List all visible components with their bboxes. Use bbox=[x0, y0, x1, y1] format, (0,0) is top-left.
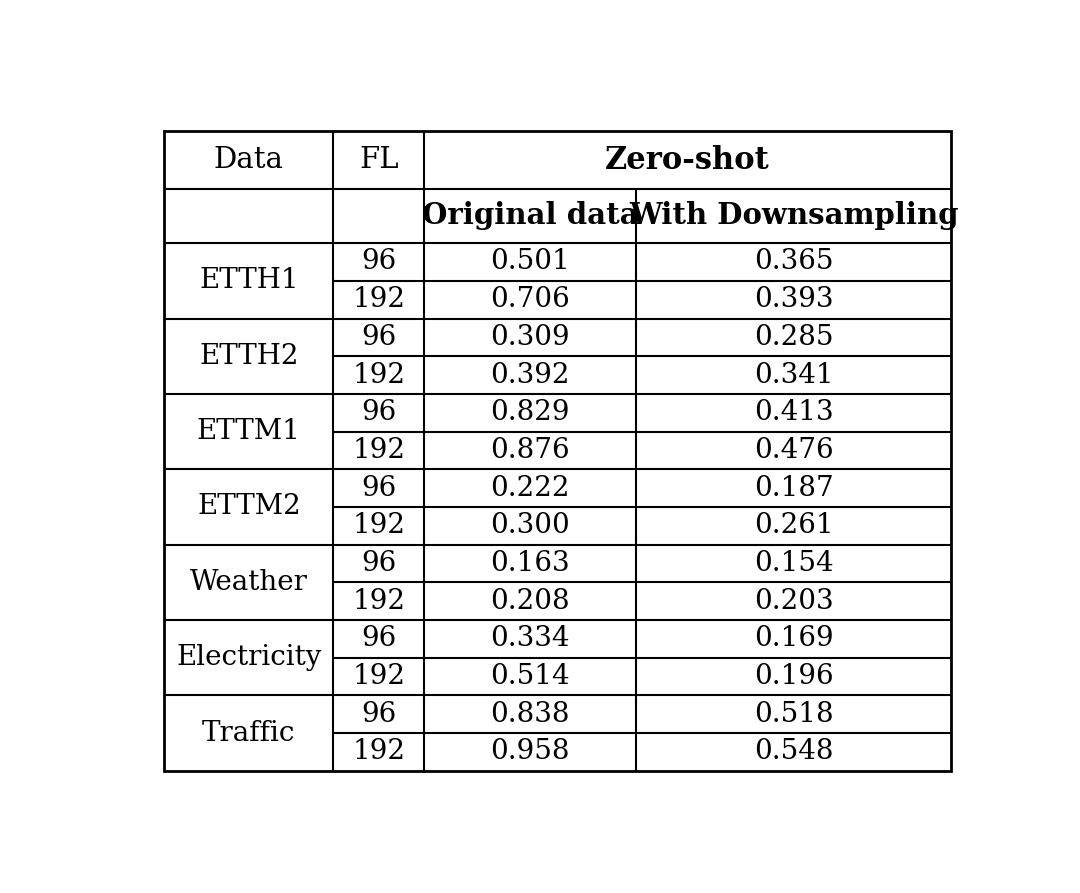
Text: 0.706: 0.706 bbox=[490, 286, 570, 313]
Text: 96: 96 bbox=[361, 474, 396, 502]
Text: 0.309: 0.309 bbox=[490, 324, 570, 351]
Text: Electricity: Electricity bbox=[176, 644, 322, 672]
Text: 0.187: 0.187 bbox=[754, 474, 834, 502]
Text: 96: 96 bbox=[361, 625, 396, 652]
Text: 0.365: 0.365 bbox=[754, 248, 834, 275]
Text: 0.518: 0.518 bbox=[754, 701, 834, 728]
Text: 0.392: 0.392 bbox=[490, 362, 570, 388]
Text: 0.548: 0.548 bbox=[754, 739, 834, 765]
Text: 0.514: 0.514 bbox=[490, 663, 570, 690]
Text: 0.393: 0.393 bbox=[754, 286, 834, 313]
Text: 96: 96 bbox=[361, 550, 396, 577]
Text: 0.285: 0.285 bbox=[754, 324, 834, 351]
Text: ETTM2: ETTM2 bbox=[197, 494, 300, 521]
Text: 0.838: 0.838 bbox=[490, 701, 570, 728]
Text: 0.163: 0.163 bbox=[490, 550, 570, 577]
Text: 0.169: 0.169 bbox=[754, 625, 834, 652]
Text: 192: 192 bbox=[352, 362, 405, 388]
Text: Weather: Weather bbox=[190, 569, 308, 596]
Text: 0.208: 0.208 bbox=[490, 588, 570, 614]
Text: ETTH1: ETTH1 bbox=[199, 267, 299, 295]
Text: 192: 192 bbox=[352, 739, 405, 765]
Text: 96: 96 bbox=[361, 248, 396, 275]
Text: 0.154: 0.154 bbox=[754, 550, 834, 577]
Text: 0.196: 0.196 bbox=[754, 663, 834, 690]
Text: 0.958: 0.958 bbox=[490, 739, 570, 765]
Text: 0.413: 0.413 bbox=[754, 399, 834, 426]
Text: 0.300: 0.300 bbox=[490, 513, 570, 539]
Text: 0.222: 0.222 bbox=[490, 474, 570, 502]
Text: 0.829: 0.829 bbox=[490, 399, 570, 426]
Text: 0.876: 0.876 bbox=[490, 437, 570, 463]
Text: 0.261: 0.261 bbox=[754, 513, 834, 539]
Text: 192: 192 bbox=[352, 286, 405, 313]
Text: 96: 96 bbox=[361, 399, 396, 426]
Text: 192: 192 bbox=[352, 588, 405, 614]
Text: 0.341: 0.341 bbox=[754, 362, 834, 388]
Text: 192: 192 bbox=[352, 663, 405, 690]
Text: Original data: Original data bbox=[422, 202, 638, 230]
Text: 0.203: 0.203 bbox=[754, 588, 834, 614]
Text: 192: 192 bbox=[352, 437, 405, 463]
Text: Traffic: Traffic bbox=[202, 720, 296, 747]
Text: 96: 96 bbox=[361, 701, 396, 728]
Text: 192: 192 bbox=[352, 513, 405, 539]
Text: 0.501: 0.501 bbox=[490, 248, 570, 275]
Text: ETTH2: ETTH2 bbox=[199, 343, 299, 370]
Text: With Downsampling: With Downsampling bbox=[629, 202, 958, 230]
Text: 0.476: 0.476 bbox=[754, 437, 834, 463]
Text: 0.334: 0.334 bbox=[490, 625, 570, 652]
Text: FL: FL bbox=[359, 146, 399, 174]
Text: 96: 96 bbox=[361, 324, 396, 351]
Text: Zero-shot: Zero-shot bbox=[605, 145, 770, 176]
Text: Data: Data bbox=[214, 146, 284, 174]
Text: ETTM1: ETTM1 bbox=[197, 418, 301, 445]
